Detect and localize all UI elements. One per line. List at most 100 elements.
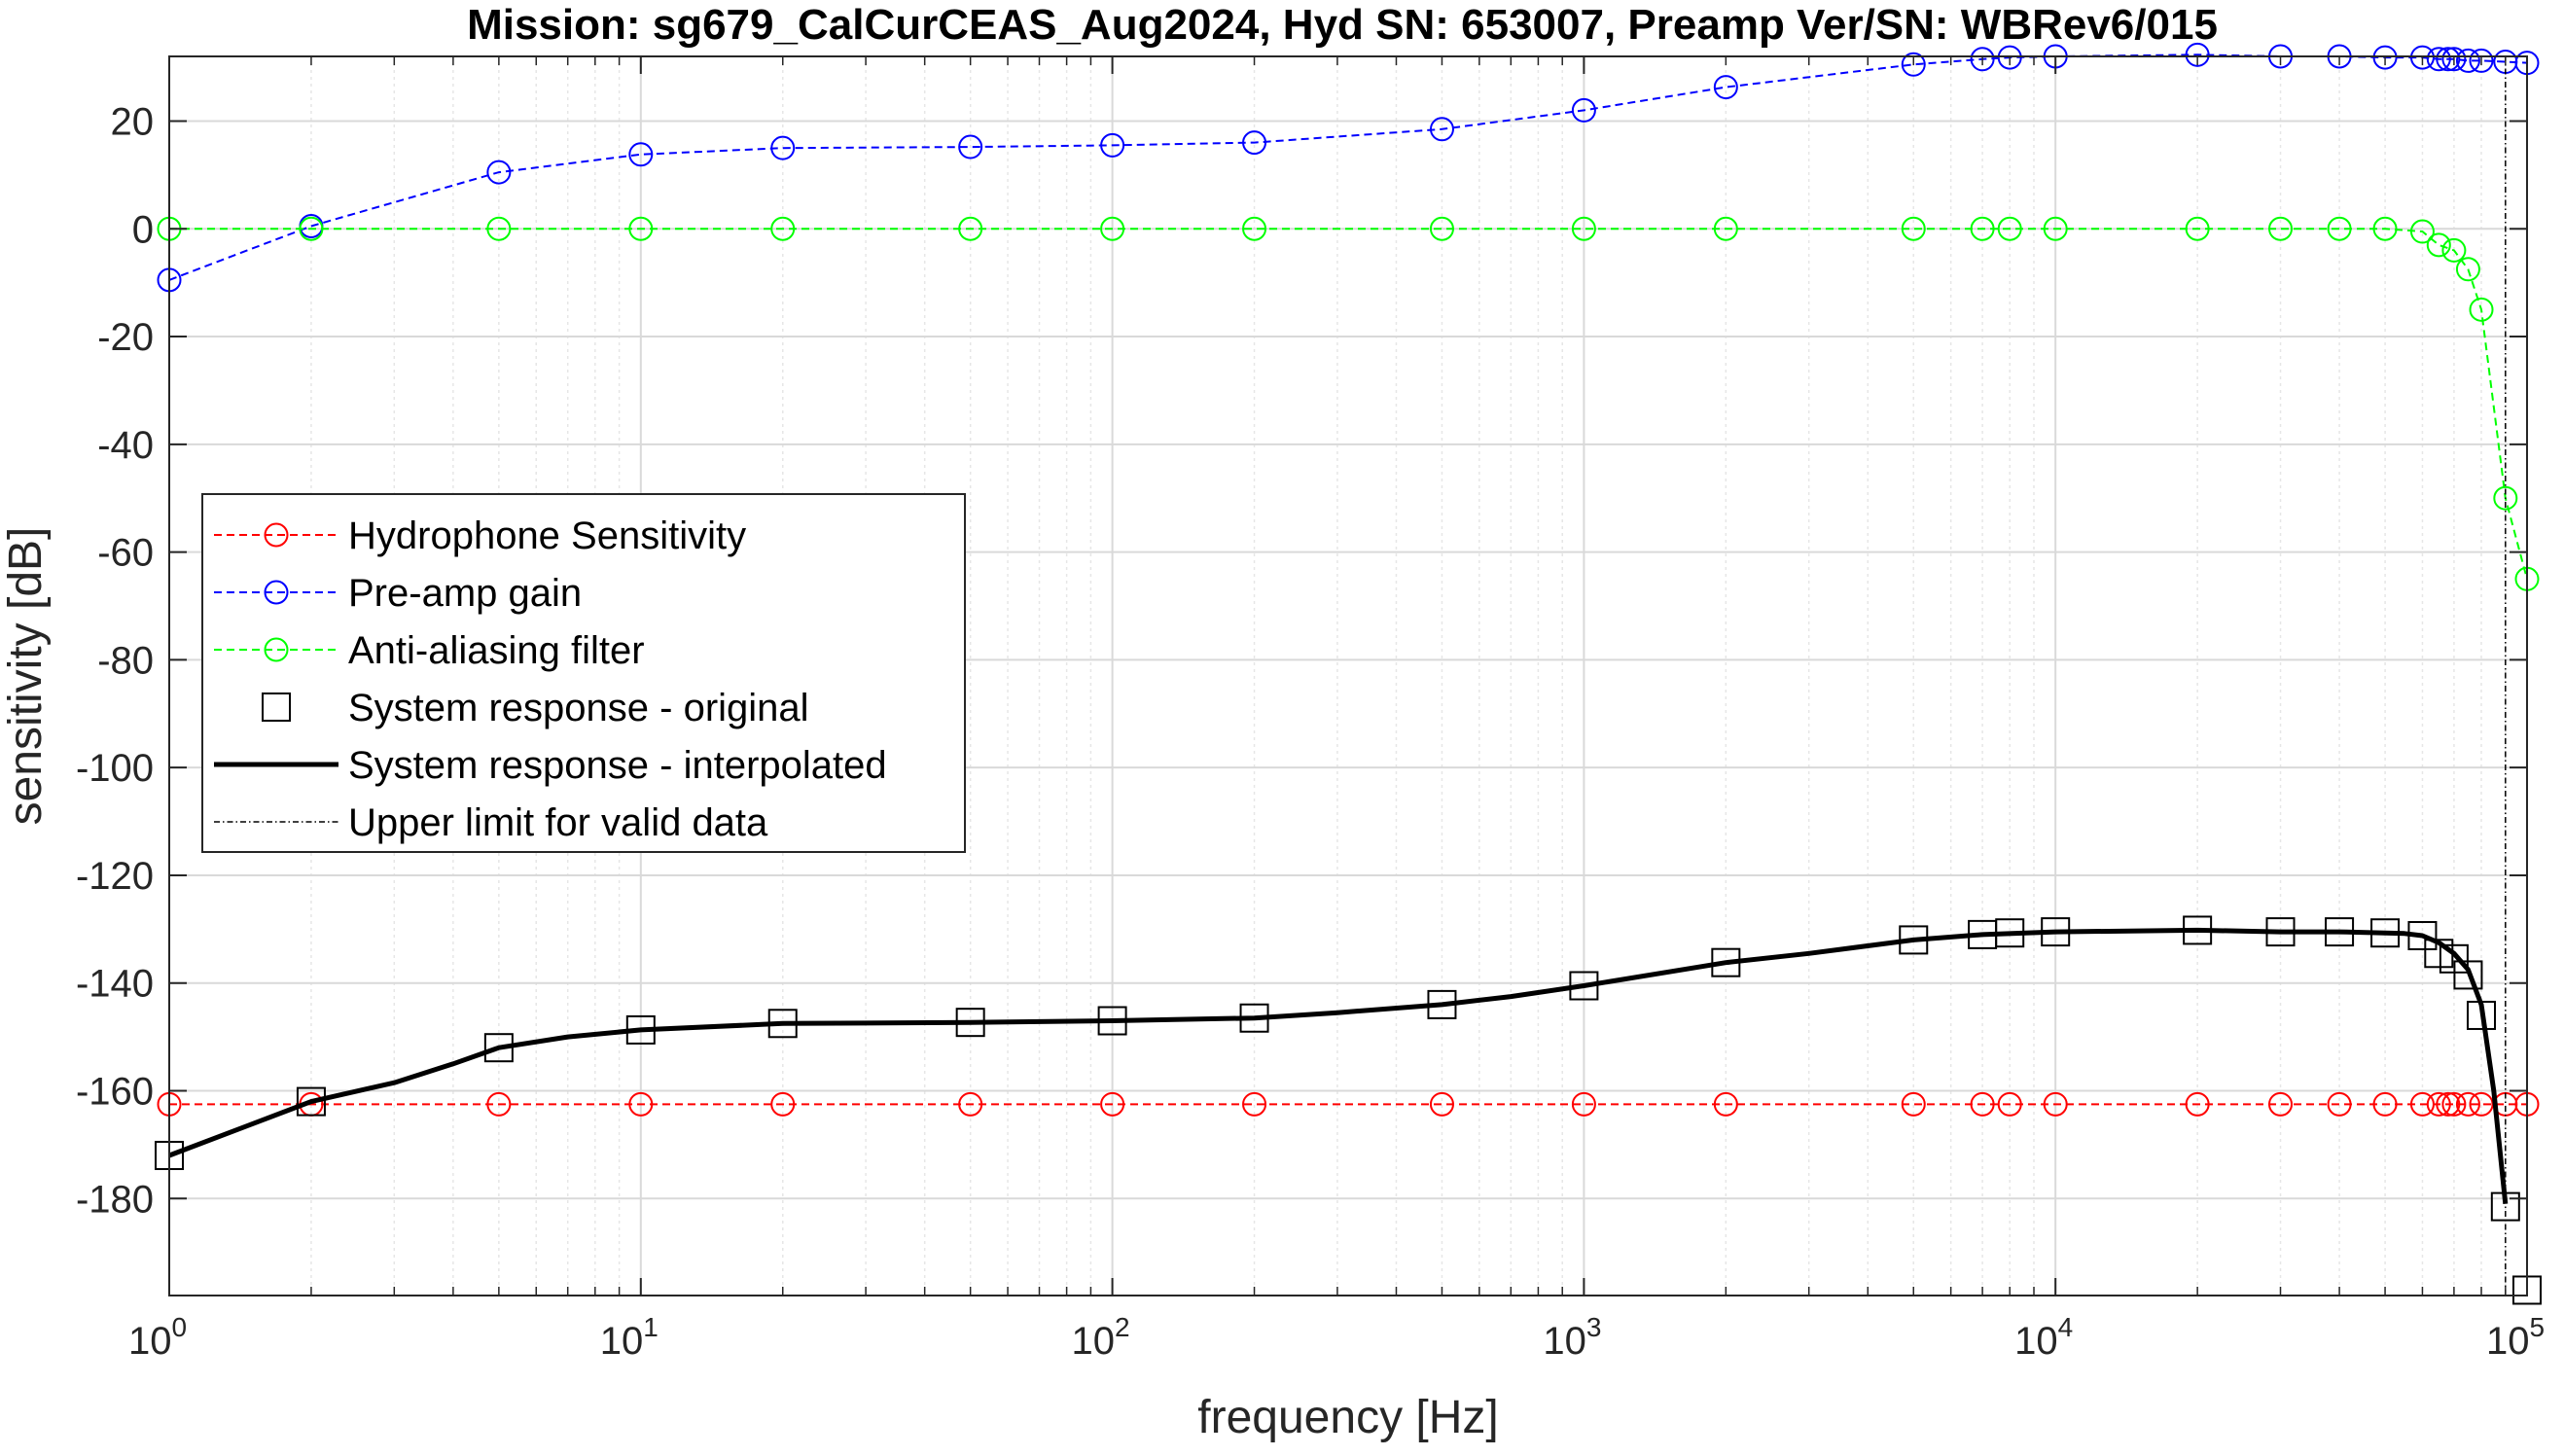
series-line	[169, 228, 2528, 580]
data-point	[486, 160, 512, 185]
legend-swatch-marker	[264, 580, 289, 605]
data-point	[1970, 47, 1995, 72]
data-point	[770, 1091, 796, 1117]
x-tick-label: 100	[128, 1312, 187, 1363]
data-point	[1242, 130, 1267, 156]
legend-box	[201, 493, 966, 853]
data-point	[770, 135, 796, 160]
y-tick-label: 0	[132, 208, 154, 251]
legend: Hydrophone Sensitivity Pre-amp gain Anti-a…	[201, 493, 966, 853]
series-line	[168, 927, 2509, 1205]
data-point	[1429, 1091, 1454, 1117]
data-point	[1100, 132, 1125, 158]
data-point	[296, 1086, 326, 1117]
data-point	[1970, 1091, 1995, 1117]
data-point	[2469, 48, 2494, 73]
data-point	[2185, 216, 2210, 241]
data-point	[2409, 45, 2435, 70]
data-point	[486, 216, 512, 241]
data-point	[2268, 1091, 2294, 1117]
data-point	[1713, 216, 1738, 241]
data-point	[2185, 42, 2210, 67]
legend-swatch-marker	[264, 637, 289, 662]
y-tick-label: -40	[97, 424, 154, 467]
y-tick-label: -100	[76, 747, 154, 790]
data-point	[1970, 216, 1995, 241]
data-point	[2469, 297, 2494, 322]
data-point	[2043, 216, 2068, 241]
data-point	[1901, 52, 1926, 77]
axes: 100 101 102 103 104 105 20 0 -20 -40 -60 -80 -100 -12…	[76, 55, 2545, 1363]
data-point	[1571, 216, 1596, 241]
data-point	[2441, 237, 2467, 263]
data-point	[2455, 48, 2480, 73]
data-point	[1997, 1091, 2022, 1117]
y-tick-label: -120	[76, 855, 154, 898]
data-point	[1997, 216, 2022, 241]
data-point	[1242, 1091, 1267, 1117]
data-point	[2185, 1091, 2210, 1117]
legend-label: System response - interpolated	[348, 744, 887, 787]
data-point	[1100, 1091, 1125, 1117]
y-tick-label: -160	[76, 1071, 154, 1114]
data-point	[2493, 485, 2518, 511]
data-point	[628, 216, 654, 241]
data-point	[628, 142, 654, 167]
legend-label: System response - original	[348, 687, 809, 729]
data-point	[2441, 47, 2467, 72]
legend-swatch-marker	[264, 522, 289, 548]
x-tick-label: 105	[2486, 1312, 2545, 1363]
data-point	[2268, 216, 2294, 241]
legend-label: Anti-aliasing filter	[348, 629, 645, 672]
data-point	[1997, 45, 2022, 70]
data-point	[2469, 1091, 2494, 1117]
data-point	[2426, 1091, 2451, 1117]
x-tick-label: 102	[1072, 1312, 1130, 1363]
y-tick-label: -180	[76, 1178, 154, 1221]
data-point	[2453, 960, 2483, 990]
series-line	[168, 53, 2528, 281]
data-point	[2426, 47, 2451, 72]
data-point	[2455, 1091, 2480, 1117]
data-point	[2436, 47, 2461, 72]
data-point	[2426, 232, 2451, 258]
data-point	[1429, 216, 1454, 241]
data-point	[1571, 97, 1596, 123]
data-point	[1901, 216, 1926, 241]
data-point	[770, 216, 796, 241]
data-point	[958, 216, 983, 241]
data-point	[2327, 216, 2352, 241]
y-tick-label: -60	[97, 532, 154, 575]
data-point	[2455, 257, 2480, 282]
data-point	[299, 216, 324, 241]
x-tick-label: 101	[600, 1312, 659, 1363]
data-point	[958, 1091, 983, 1117]
legend-label: Upper limit for valid data	[348, 801, 768, 844]
data-point	[486, 1091, 512, 1117]
legend-label: Hydrophone Sensitivity	[348, 515, 746, 557]
legend-label: Pre-amp gain	[348, 572, 582, 615]
data-point	[1429, 117, 1454, 142]
x-tick-label: 104	[2014, 1312, 2073, 1363]
legend-swatch-marker	[262, 692, 291, 722]
x-tick-label: 103	[1543, 1312, 1601, 1363]
data-point	[628, 1091, 654, 1117]
data-point	[2436, 1091, 2461, 1117]
y-axis-label: sensitivity [dB]	[0, 527, 52, 826]
y-tick-label: 20	[111, 100, 155, 143]
y-tick-label: -80	[97, 639, 154, 682]
data-point	[1713, 1091, 1738, 1117]
data-point	[2409, 219, 2435, 244]
data-point	[958, 134, 983, 160]
y-tick-label: -20	[97, 316, 154, 359]
data-point	[1901, 1091, 1926, 1117]
data-point	[1571, 1091, 1596, 1117]
data-point	[2327, 1091, 2352, 1117]
data-point	[2441, 1091, 2467, 1117]
data-point	[1242, 216, 1267, 241]
data-point	[2372, 216, 2398, 241]
data-point	[2409, 1091, 2435, 1117]
data-point	[1713, 75, 1738, 100]
